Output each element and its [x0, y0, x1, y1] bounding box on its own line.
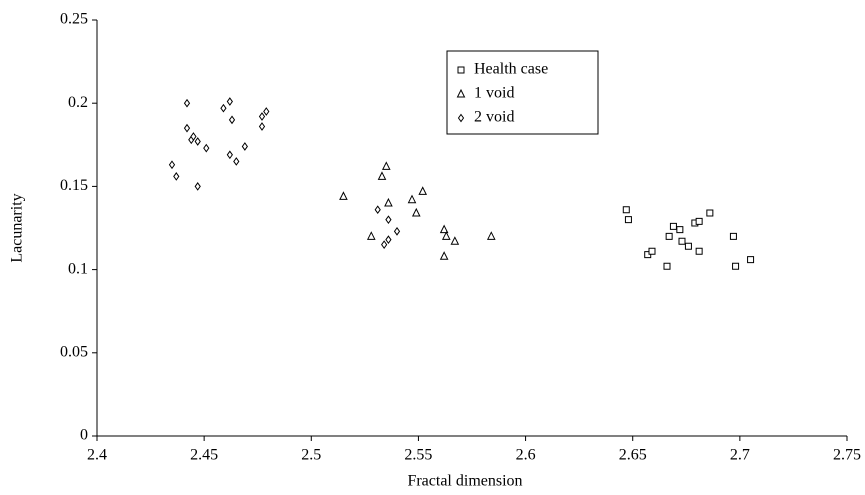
- y-tick-label: 0.2: [68, 94, 88, 111]
- point: [684, 242, 692, 250]
- point: [486, 231, 496, 240]
- point: [381, 240, 388, 250]
- point: [173, 172, 180, 181]
- point: [450, 236, 460, 245]
- x-tick-label: 2.45: [190, 447, 218, 464]
- point: [385, 215, 392, 225]
- point: [384, 197, 393, 207]
- point: [241, 142, 248, 151]
- point: [678, 237, 686, 245]
- point: [665, 232, 673, 240]
- point: [695, 247, 703, 255]
- y-tick-label: 0.1: [68, 260, 88, 277]
- point: [418, 186, 428, 195]
- point: [411, 207, 421, 217]
- point: [194, 137, 201, 146]
- legend-box: [446, 50, 599, 135]
- y-tick-label: 0.25: [60, 11, 88, 28]
- point: [441, 231, 451, 240]
- legend-marker: [457, 66, 465, 74]
- point: [676, 226, 684, 234]
- legend-marker: [457, 113, 465, 123]
- point: [439, 251, 449, 260]
- x-tick-label: 2.55: [404, 447, 432, 464]
- y-tick-label: 0: [80, 427, 88, 444]
- point: [366, 231, 376, 240]
- point: [622, 206, 630, 214]
- x-axis-label: Fractal dimension: [407, 473, 522, 490]
- x-tick-label: 2.6: [516, 447, 536, 464]
- point: [190, 132, 197, 141]
- point: [732, 262, 740, 270]
- x-tick-label: 2.75: [833, 447, 861, 464]
- point: [439, 224, 449, 234]
- point: [374, 205, 381, 215]
- point: [663, 262, 671, 270]
- point: [381, 161, 391, 170]
- point: [168, 160, 176, 170]
- y-tick-label: 0.05: [60, 343, 88, 360]
- point: [233, 157, 240, 166]
- point: [377, 171, 387, 180]
- y-tick-label: 0.15: [60, 177, 88, 194]
- point: [669, 222, 677, 230]
- legend-label: 1 void: [474, 85, 514, 102]
- x-tick-label: 2.65: [619, 447, 647, 464]
- point: [203, 143, 210, 153]
- point: [729, 232, 737, 240]
- point: [183, 98, 191, 108]
- point: [258, 122, 266, 131]
- point: [220, 103, 227, 113]
- x-tick-label: 2.7: [730, 447, 750, 464]
- point: [228, 115, 236, 125]
- point: [263, 107, 270, 116]
- x-tick-label: 2.4: [87, 447, 107, 464]
- point: [695, 217, 703, 225]
- point: [339, 191, 348, 200]
- point: [747, 256, 755, 264]
- legend-marker: [456, 88, 466, 98]
- point: [226, 97, 233, 106]
- point: [624, 216, 632, 224]
- point: [648, 247, 656, 255]
- point: [385, 235, 392, 245]
- point: [258, 112, 266, 121]
- point: [226, 150, 233, 160]
- point: [393, 226, 401, 236]
- legend-label: Health case: [474, 61, 548, 78]
- point: [194, 182, 201, 191]
- point: [706, 209, 714, 217]
- y-axis-label: Lacunarity: [9, 193, 26, 262]
- x-tick-label: 2.5: [301, 447, 321, 464]
- point: [407, 194, 417, 204]
- legend-label: 2 void: [474, 109, 514, 126]
- point: [183, 123, 191, 133]
